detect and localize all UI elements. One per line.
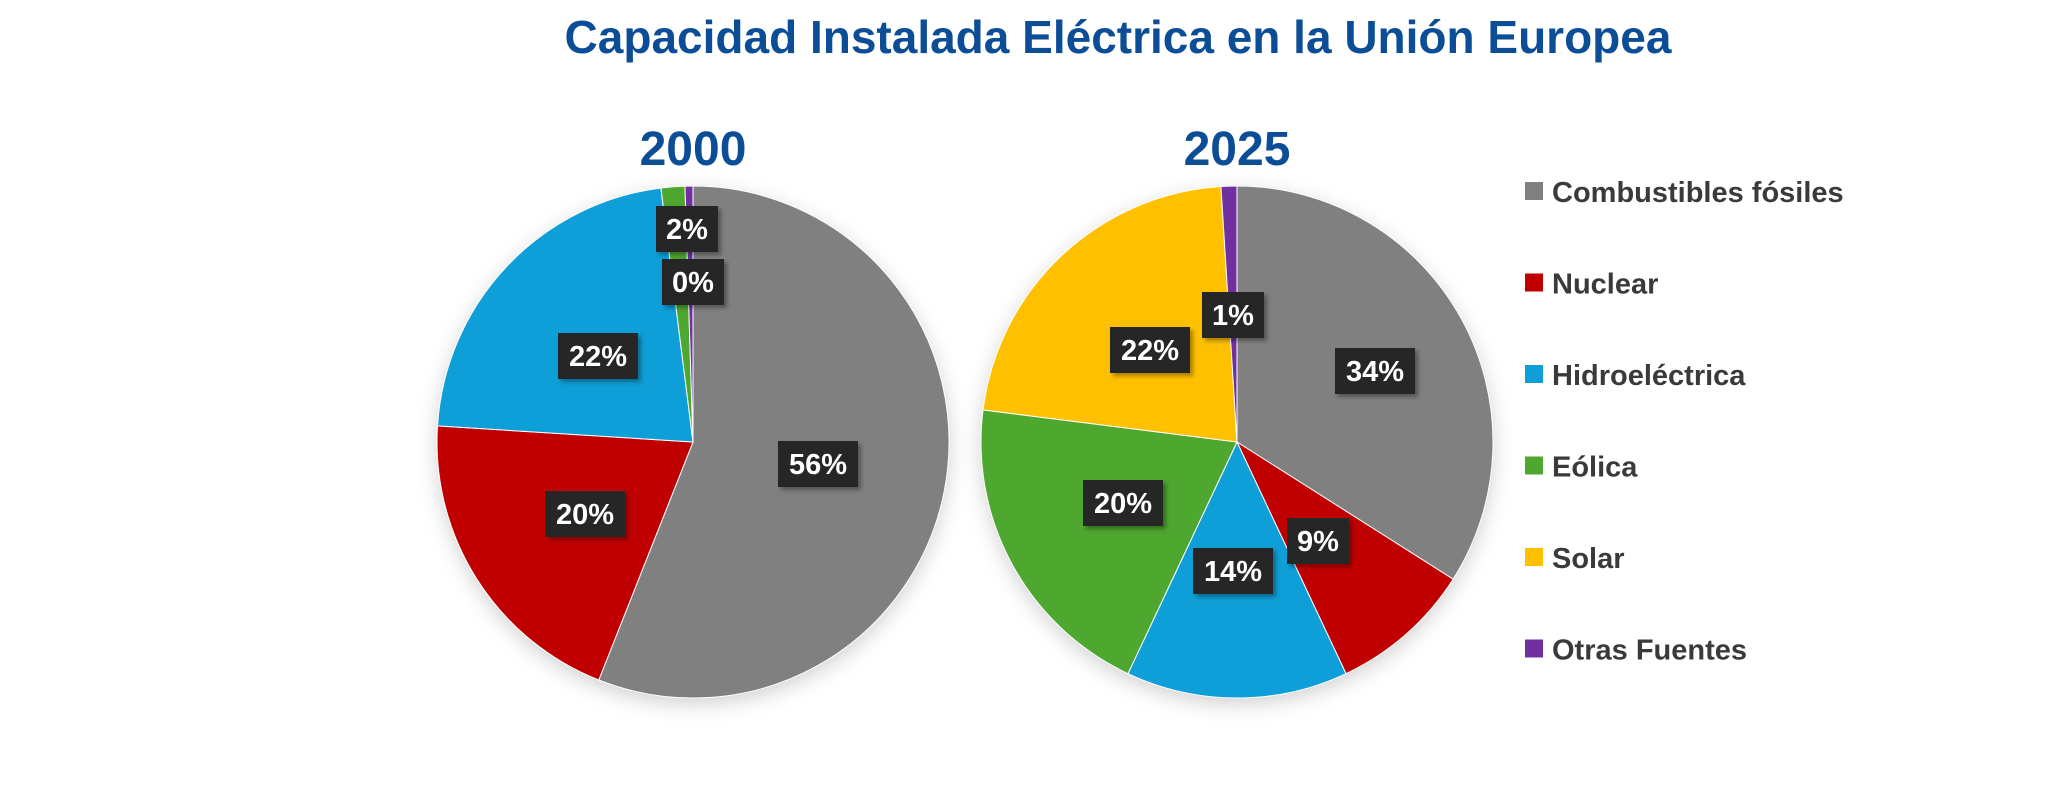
data-label-text: 1% — [1212, 300, 1254, 332]
data-label-2025-combustibles-fosiles: 34% — [1335, 348, 1415, 394]
data-label-text: 2% — [666, 214, 708, 246]
data-label-text: 9% — [1297, 526, 1339, 558]
data-label-2000-combustibles-fosiles: 56% — [778, 441, 858, 487]
data-label-box — [1083, 480, 1163, 526]
legend-swatch — [1525, 456, 1543, 475]
data-label-2025-solar: 22% — [1110, 327, 1190, 373]
data-label-box — [656, 206, 718, 252]
legend-item-eolica: Eólica — [1525, 452, 1638, 484]
data-label-2000-hidroelectrica: 22% — [558, 333, 638, 379]
data-label-text: 20% — [1094, 488, 1152, 520]
data-label-text: 22% — [569, 341, 627, 373]
legend-label: Nuclear — [1552, 269, 1658, 301]
legend-swatch — [1525, 365, 1543, 383]
legend-swatch — [1525, 639, 1543, 658]
legend-item-combustibles-fosiles: Combustibles fósiles — [1525, 177, 1844, 209]
data-label-box — [662, 259, 724, 305]
legend-item-hidroelectrica: Hidroeléctrica — [1525, 360, 1746, 392]
data-label-box — [1110, 327, 1190, 373]
data-label-2025-eolica: 20% — [1083, 480, 1163, 526]
slice-2000-nuclear — [436, 425, 694, 681]
legend-item-nuclear: Nuclear — [1525, 269, 1658, 301]
legend-item-otras-fuentes: Otras Fuentes — [1525, 635, 1747, 667]
legend: Combustibles fósiles Nuclear Hidroeléctric… — [1525, 177, 1844, 667]
data-label-2000-eolica: 2% — [656, 206, 718, 252]
slice-2000-hidroelectrica — [436, 187, 694, 443]
data-label-box — [558, 333, 638, 379]
data-label-2000-nuclear: 20% — [545, 491, 625, 537]
legend-label: Combustibles fósiles — [1552, 177, 1844, 209]
legend-swatch — [1525, 182, 1543, 200]
pie-title-2025: 2025 — [1184, 123, 1291, 176]
data-label-box — [1193, 548, 1273, 594]
pie-2025: 2025 34% 9% 14% 20% 22% 1% — [980, 123, 1494, 699]
data-label-2025-otras-fuentes: 1% — [1202, 292, 1264, 338]
data-label-2000-solar: 0% — [662, 259, 724, 305]
data-label-text: 22% — [1121, 335, 1179, 367]
data-label-text: 0% — [672, 267, 714, 299]
data-label-box — [778, 441, 858, 487]
chart-title: Capacidad Instalada Eléctrica en la Unió… — [564, 11, 1672, 63]
data-label-text: 34% — [1346, 356, 1404, 388]
slice-2025-eolica — [980, 409, 1238, 675]
data-label-box — [1335, 348, 1415, 394]
data-label-box — [1202, 292, 1264, 338]
data-label-2025-nuclear: 9% — [1287, 518, 1349, 564]
data-label-text: 14% — [1204, 556, 1262, 588]
data-label-text: 56% — [789, 449, 847, 481]
legend-swatch — [1525, 548, 1543, 566]
data-label-text: 20% — [556, 499, 614, 531]
legend-swatch — [1525, 273, 1543, 292]
data-label-box — [1287, 518, 1349, 564]
pie-title-2000: 2000 — [640, 123, 747, 176]
legend-label: Eólica — [1552, 452, 1638, 484]
data-label-box — [545, 491, 625, 537]
legend-label: Hidroeléctrica — [1552, 360, 1746, 392]
legend-item-solar: Solar — [1525, 543, 1625, 575]
slice-2000-combustibles-fosiles — [598, 185, 950, 699]
legend-label: Otras Fuentes — [1552, 635, 1747, 667]
slice-2025-solar — [982, 185, 1238, 443]
legend-label: Solar — [1552, 543, 1625, 575]
pie-2000: 2000 56% 20% 22% 2% 0% — [436, 123, 950, 699]
data-label-2025-hidroelectrica: 14% — [1193, 548, 1273, 594]
